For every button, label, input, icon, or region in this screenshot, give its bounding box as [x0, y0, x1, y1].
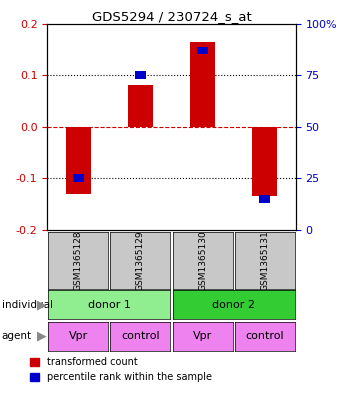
Text: GSM1365129: GSM1365129: [136, 230, 145, 291]
Text: GSM1365131: GSM1365131: [260, 230, 269, 291]
Text: GDS5294 / 230724_s_at: GDS5294 / 230724_s_at: [92, 10, 251, 23]
Text: donor 2: donor 2: [212, 300, 255, 310]
Text: donor 1: donor 1: [88, 300, 131, 310]
Text: control: control: [245, 331, 284, 341]
Bar: [73, 174, 84, 182]
Text: Vpr: Vpr: [193, 331, 212, 341]
Bar: [252, 127, 277, 196]
Bar: [128, 86, 153, 127]
Legend: transformed count, percentile rank within the sample: transformed count, percentile rank withi…: [26, 354, 216, 386]
Text: control: control: [121, 331, 160, 341]
Text: ▶: ▶: [36, 298, 46, 311]
Bar: [66, 127, 91, 194]
Text: GSM1365130: GSM1365130: [198, 230, 207, 291]
Bar: [190, 42, 215, 127]
Text: individual: individual: [2, 300, 53, 310]
Text: ▶: ▶: [36, 330, 46, 343]
Text: GSM1365128: GSM1365128: [74, 230, 83, 291]
Bar: [135, 71, 146, 79]
Bar: [197, 46, 208, 54]
Text: agent: agent: [2, 331, 32, 341]
Bar: [259, 195, 270, 203]
Text: Vpr: Vpr: [69, 331, 88, 341]
